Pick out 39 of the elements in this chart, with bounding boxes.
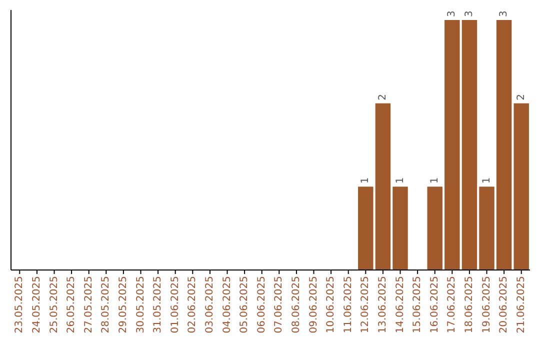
x-tick-label: 31.05.2025	[152, 276, 164, 334]
x-tick-label: 10.06.2025	[326, 276, 337, 334]
x-tick-label: 16.06.2025	[429, 276, 440, 334]
x-tick-label: 06.06.2025	[256, 276, 268, 334]
x-tick-label: 21.06.2025	[516, 276, 527, 334]
data-label: 3	[498, 10, 510, 17]
x-tick-label: 01.06.2025	[170, 276, 181, 334]
x-tick-label: 05.06.2025	[239, 276, 250, 334]
data-label: 1	[360, 177, 372, 184]
data-label: 3	[446, 10, 458, 17]
x-tick-label: 03.06.2025	[204, 276, 216, 334]
x-tick-label: 17.06.2025	[446, 276, 458, 334]
x-tick-label: 13.06.2025	[377, 276, 388, 334]
x-tick-label: 30.05.2025	[135, 276, 146, 334]
x-tick-label: 29.05.2025	[118, 276, 129, 334]
x-tick-label: 18.06.2025	[464, 276, 475, 334]
data-label: 3	[464, 10, 475, 17]
x-tick-label: 12.06.2025	[360, 276, 372, 334]
x-tick-label: 26.05.2025	[66, 276, 78, 334]
x-tick-label: 11.06.2025	[342, 276, 354, 334]
x-tick-label: 15.06.2025	[412, 276, 424, 334]
x-tick-label: 04.06.2025	[222, 276, 233, 334]
x-tick-label: 20.06.2025	[498, 276, 510, 334]
x-tick-label: 09.06.2025	[308, 276, 320, 334]
data-label: 2	[516, 94, 527, 100]
data-label: 1	[429, 177, 440, 184]
x-tick-label: 28.05.2025	[100, 276, 112, 334]
x-tick-label: 19.06.2025	[481, 276, 492, 334]
data-label: 1	[394, 177, 406, 184]
data-label: 1	[481, 177, 492, 184]
x-tick-label: 07.06.2025	[274, 276, 285, 334]
x-tick-label: 14.06.2025	[394, 276, 406, 334]
data-label: 2	[377, 94, 388, 100]
x-tick-label: 08.06.2025	[290, 276, 302, 334]
x-tick-label: 25.05.2025	[48, 276, 60, 334]
x-tick-label: 02.06.2025	[187, 276, 198, 334]
x-tick-label: 23.05.2025	[14, 276, 26, 334]
x-tick-label: 24.05.2025	[31, 276, 42, 334]
x-tick-label: 27.05.2025	[83, 276, 94, 334]
